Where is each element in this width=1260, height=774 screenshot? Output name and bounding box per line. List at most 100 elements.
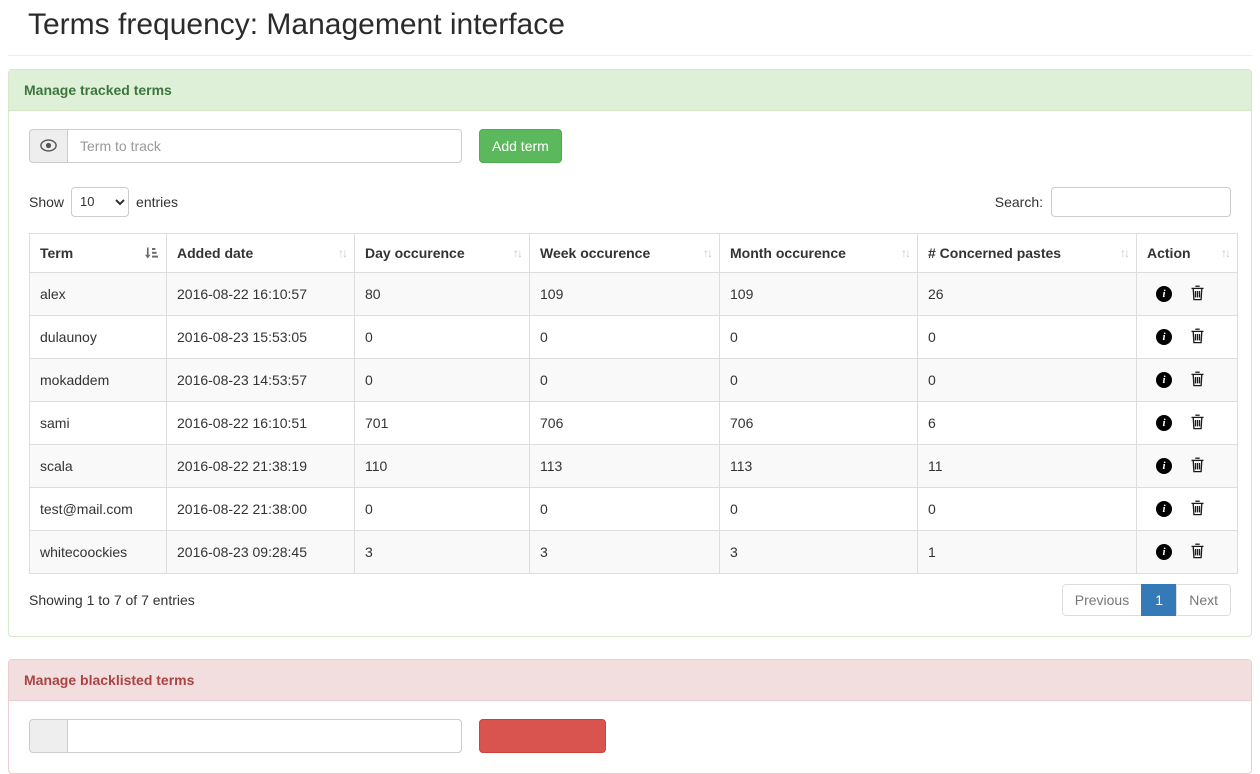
info-icon: i <box>1156 544 1172 560</box>
blacklisted-terms-panel: Manage blacklisted terms <box>8 658 1252 774</box>
concerned-pastes-cell: 0 <box>917 314 1137 359</box>
table-header-row: Term Added date ↑↓ Day occurence ↑↓ Week occu… <box>29 232 1238 273</box>
info-icon: i <box>1156 286 1172 302</box>
column-header-concerned-pastes[interactable]: # Concerned pastes ↑↓ <box>917 232 1137 273</box>
table-footer: Showing 1 to 7 of 7 entries Previous 1 N… <box>29 583 1231 616</box>
tracked-terms-panel-body: Add term Show 10 entries Search: <box>9 111 1251 636</box>
show-term-info-button[interactable]: i <box>1156 285 1172 302</box>
added-date-cell: 2016-08-23 09:28:45 <box>166 529 355 574</box>
show-term-info-button[interactable]: i <box>1156 543 1172 560</box>
sort-both-icon: ↑↓ <box>513 245 523 260</box>
add-term-button[interactable]: Add term <box>479 128 562 163</box>
pagination-next[interactable]: Next <box>1176 583 1231 616</box>
show-term-info-button[interactable]: i <box>1156 457 1172 474</box>
term-input-group <box>29 128 462 163</box>
column-header-day-occurence[interactable]: Day occurence ↑↓ <box>354 232 530 273</box>
action-cell: i <box>1136 443 1238 488</box>
table-row: whitecoockies 2016-08-23 09:28:45 3 3 3 1 i <box>29 529 1238 574</box>
delete-term-button[interactable] <box>1190 370 1205 390</box>
sort-both-icon: ↑↓ <box>901 245 911 260</box>
action-cell: i <box>1136 357 1238 402</box>
column-header-month-occurence[interactable]: Month occurence ↑↓ <box>719 232 918 273</box>
action-cell: i <box>1136 486 1238 531</box>
show-label: Show <box>29 193 65 210</box>
table-row: scala 2016-08-22 21:38:19 110 113 113 11 i <box>29 443 1238 488</box>
day-occurence-cell: 110 <box>354 443 530 488</box>
month-occurence-cell: 113 <box>719 443 918 488</box>
pagination-page-1[interactable]: 1 <box>1141 583 1178 616</box>
week-occurence-cell: 113 <box>529 443 720 488</box>
action-cell: i <box>1136 529 1238 574</box>
search-label: Search: <box>994 193 1043 210</box>
add-term-row: Add term <box>29 128 1231 163</box>
blacklist-term-input[interactable] <box>67 718 462 753</box>
table-info: Showing 1 to 7 of 7 entries <box>29 591 195 608</box>
info-icon: i <box>1156 329 1172 345</box>
term-cell: whitecoockies <box>29 529 167 574</box>
concerned-pastes-cell: 26 <box>917 271 1137 316</box>
delete-term-button[interactable] <box>1190 542 1205 562</box>
concerned-pastes-cell: 1 <box>917 529 1137 574</box>
month-occurence-cell: 0 <box>719 357 918 402</box>
title-divider <box>8 54 1252 56</box>
term-cell: sami <box>29 400 167 445</box>
week-occurence-cell: 109 <box>529 271 720 316</box>
week-occurence-cell: 0 <box>529 486 720 531</box>
page-length-control: Show 10 entries <box>29 186 178 217</box>
day-occurence-cell: 3 <box>354 529 530 574</box>
column-header-term[interactable]: Term <box>29 232 167 273</box>
add-blacklisted-term-button[interactable] <box>479 718 606 753</box>
column-header-action[interactable]: Action ↑↓ <box>1136 232 1238 273</box>
trash-icon <box>1190 414 1205 433</box>
table-body: alex 2016-08-22 16:10:57 80 109 109 26 i dulaun… <box>29 271 1238 574</box>
show-term-info-button[interactable]: i <box>1156 371 1172 388</box>
info-icon: i <box>1156 372 1172 388</box>
delete-term-button[interactable] <box>1190 284 1205 304</box>
added-date-cell: 2016-08-22 16:10:57 <box>166 271 355 316</box>
day-occurence-cell: 701 <box>354 400 530 445</box>
week-occurence-cell: 0 <box>529 314 720 359</box>
delete-term-button[interactable] <box>1190 456 1205 476</box>
blacklist-input-group <box>29 718 462 753</box>
term-cell: mokaddem <box>29 357 167 402</box>
term-to-track-input[interactable] <box>67 128 462 163</box>
column-header-week-occurence[interactable]: Week occurence ↑↓ <box>529 232 720 273</box>
tracked-terms-table: Term Added date ↑↓ Day occurence ↑↓ Week occu… <box>29 232 1238 574</box>
show-term-info-button[interactable]: i <box>1156 500 1172 517</box>
delete-term-button[interactable] <box>1190 327 1205 347</box>
column-header-added-date[interactable]: Added date ↑↓ <box>166 232 355 273</box>
table-search-input[interactable] <box>1051 186 1231 217</box>
delete-term-button[interactable] <box>1190 413 1205 433</box>
trash-icon <box>1190 543 1205 562</box>
table-controls: Show 10 entries Search: <box>29 186 1231 217</box>
day-occurence-cell: 80 <box>354 271 530 316</box>
info-icon: i <box>1156 458 1172 474</box>
added-date-cell: 2016-08-22 16:10:51 <box>166 400 355 445</box>
show-term-info-button[interactable]: i <box>1156 328 1172 345</box>
info-icon: i <box>1156 501 1172 517</box>
blacklisted-terms-panel-heading: Manage blacklisted terms <box>9 659 1251 701</box>
trash-icon <box>1190 285 1205 304</box>
tracked-terms-panel-heading: Manage tracked terms <box>9 69 1251 111</box>
table-row: mokaddem 2016-08-23 14:53:57 0 0 0 0 i <box>29 357 1238 402</box>
added-date-cell: 2016-08-23 14:53:57 <box>166 357 355 402</box>
month-occurence-cell: 3 <box>719 529 918 574</box>
entries-per-page-select[interactable]: 10 <box>71 186 130 217</box>
sort-both-icon: ↑↓ <box>338 245 348 260</box>
week-occurence-cell: 0 <box>529 357 720 402</box>
pagination-previous[interactable]: Previous <box>1061 583 1143 616</box>
added-date-cell: 2016-08-22 21:38:00 <box>166 486 355 531</box>
trash-icon <box>1190 500 1205 519</box>
sort-both-icon: ↑↓ <box>1221 245 1231 260</box>
added-date-cell: 2016-08-22 21:38:19 <box>166 443 355 488</box>
term-cell: alex <box>29 271 167 316</box>
tracked-terms-panel: Manage tracked terms Add term Show <box>8 68 1252 637</box>
month-occurence-cell: 0 <box>719 486 918 531</box>
month-occurence-cell: 109 <box>719 271 918 316</box>
month-occurence-cell: 0 <box>719 314 918 359</box>
day-occurence-cell: 0 <box>354 314 530 359</box>
delete-term-button[interactable] <box>1190 499 1205 519</box>
trash-icon <box>1190 371 1205 390</box>
show-term-info-button[interactable]: i <box>1156 414 1172 431</box>
day-occurence-cell: 0 <box>354 486 530 531</box>
